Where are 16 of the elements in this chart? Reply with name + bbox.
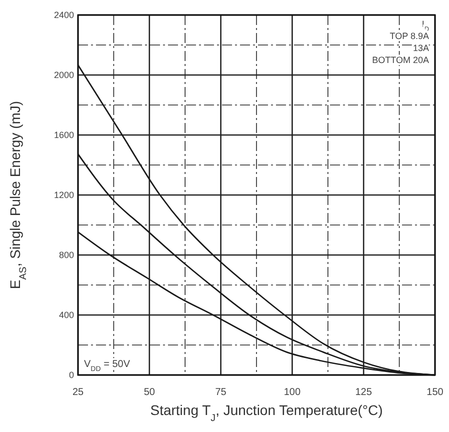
x-tick-label: 75: [215, 387, 227, 398]
x-tick-label: 25: [72, 387, 84, 398]
x-tick-label: 125: [355, 387, 372, 398]
y-tick-label: 1200: [54, 190, 74, 200]
x-axis-title: Starting T$_{J}$, Junction Temperature(°C): [150, 402, 383, 424]
y-tick-label: 800: [58, 250, 74, 260]
annotation: 13A: [412, 43, 429, 53]
y-tick-label: 1600: [54, 130, 74, 140]
y-tick-label: 2400: [54, 10, 74, 20]
x-tick-label: 50: [144, 387, 156, 398]
x-tick-label: 150: [426, 387, 444, 398]
annotation: BOTTOM 20A: [372, 55, 429, 65]
y-tick-label: 2000: [54, 70, 74, 80]
y-tick-label: 0: [68, 370, 74, 380]
x-tick-label: 100: [284, 387, 301, 398]
y-tick-label: 400: [58, 310, 74, 320]
